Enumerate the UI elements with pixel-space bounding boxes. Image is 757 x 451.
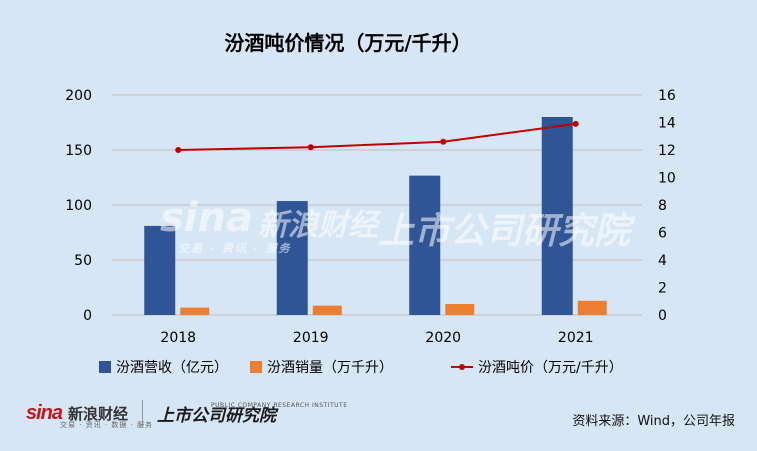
y-right-tick-label: 16 bbox=[658, 88, 676, 104]
sina-cn-label: 新浪财经 bbox=[68, 404, 129, 423]
legend-swatch bbox=[99, 361, 111, 373]
legend-swatch-marker bbox=[459, 364, 465, 370]
y-right-tick-label: 12 bbox=[658, 143, 676, 159]
y-right-tick-label: 0 bbox=[658, 308, 667, 324]
sina-sub-label: 交易 · 资讯 · 数据 · 服务 bbox=[60, 421, 154, 429]
legend-label: 汾酒吨价（万元/千升） bbox=[478, 360, 623, 376]
x-tick-label: 2019 bbox=[293, 330, 329, 346]
x-tick-label: 2021 bbox=[558, 330, 594, 346]
y-right-tick-label: 6 bbox=[658, 226, 667, 242]
y-right-tick-label: 14 bbox=[658, 116, 676, 132]
bar-revenue bbox=[144, 225, 176, 315]
point-price bbox=[572, 120, 579, 127]
source-note: 资料来源：Wind，公司年报 bbox=[572, 414, 735, 429]
series-line-price bbox=[178, 122, 576, 151]
legend-label: 汾酒销量（万千升） bbox=[267, 360, 393, 376]
bar-revenue bbox=[276, 201, 308, 315]
bar-volume bbox=[312, 305, 342, 315]
y-left-tick-label: 200 bbox=[65, 88, 92, 104]
y-right-tick-label: 8 bbox=[658, 198, 667, 214]
chart-title: 汾酒吨价情况（万元/千升） bbox=[224, 31, 471, 55]
point-price bbox=[440, 138, 447, 145]
y-left-tick-label: 50 bbox=[74, 253, 92, 269]
y-left-tick-label: 0 bbox=[83, 308, 92, 324]
bar-volume bbox=[445, 304, 475, 315]
x-tick-label: 2018 bbox=[160, 330, 196, 346]
y-left-tick-label: 150 bbox=[65, 143, 92, 159]
legend-swatch bbox=[250, 361, 262, 373]
y-right-tick-label: 4 bbox=[658, 253, 667, 269]
institute-sub-label: PUBLIC COMPANY RESEARCH INSTITUTE bbox=[211, 402, 348, 409]
y-left-tick-label: 100 bbox=[65, 198, 92, 214]
point-price bbox=[175, 147, 182, 153]
institute-logo: 上市公司研究院 bbox=[157, 405, 277, 426]
legend-label: 汾酒营收（亿元） bbox=[116, 360, 228, 376]
x-tick-label: 2020 bbox=[425, 330, 461, 346]
bar-volume bbox=[577, 300, 607, 315]
point-price bbox=[307, 144, 314, 151]
sina-logo: sina bbox=[26, 401, 63, 424]
footer-divider bbox=[142, 400, 144, 426]
footer-logos: sina 新浪财经 交易 · 资讯 · 数据 · 服务 上市公司研究院 PUBL… bbox=[26, 400, 347, 429]
bar-volume bbox=[180, 307, 210, 315]
bar-revenue bbox=[541, 117, 573, 315]
y-right-tick-label: 10 bbox=[658, 171, 676, 187]
y-right-tick-label: 2 bbox=[658, 281, 667, 297]
bar-revenue bbox=[409, 175, 441, 315]
